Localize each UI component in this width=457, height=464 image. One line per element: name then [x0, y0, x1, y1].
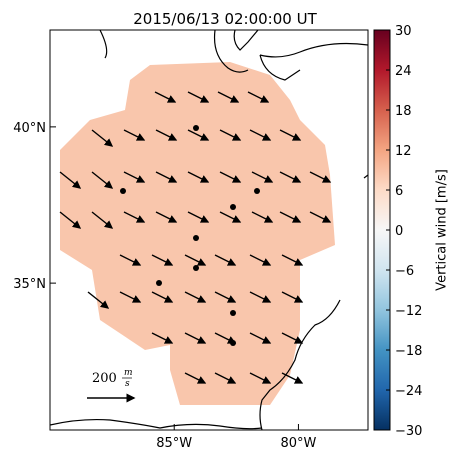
colorbar-tick-label: −24: [395, 384, 422, 399]
wind-arrow: [123, 171, 146, 183]
wind-arrow: [219, 211, 242, 223]
colorbar-tick-label: 30: [395, 24, 412, 39]
wind-arrow: [155, 129, 178, 141]
wind-arrow: [119, 291, 142, 303]
wind-arrow: [281, 291, 304, 303]
coastline: [50, 30, 368, 430]
wind-arrow: [251, 211, 274, 223]
wind-arrow: [249, 372, 272, 384]
wind-arrow: [249, 291, 272, 303]
wind-arrow: [59, 171, 82, 189]
wind-arrow: [123, 211, 146, 223]
wind-arrow: [214, 291, 237, 303]
wind-arrow: [91, 211, 114, 229]
wind-arrow: [249, 129, 272, 141]
wind-arrow: [151, 332, 174, 344]
wind-arrow: [217, 91, 240, 103]
colorbar-tick-label: −18: [395, 344, 422, 359]
scale-unit-num: m: [124, 368, 133, 378]
wind-arrow: [123, 129, 146, 141]
wind-arrow: [281, 332, 304, 344]
wind-arrow: [184, 254, 207, 266]
x-tick-label: 80°W: [280, 436, 316, 451]
wind-arrow: [279, 171, 302, 183]
x-tick-label: 85°W: [156, 436, 192, 451]
colorbar-tick-label: 12: [395, 144, 412, 159]
radar-site: [193, 265, 199, 271]
radar-site: [230, 204, 236, 210]
wind-arrow: [91, 129, 114, 147]
wind-arrow: [279, 211, 302, 223]
wind-arrow: [119, 254, 142, 266]
wind-arrow: [87, 291, 110, 309]
wind-arrow: [184, 332, 207, 344]
wind-arrow: [247, 91, 270, 103]
y-tick-label: 35°N: [13, 277, 46, 292]
radar-site: [120, 188, 126, 194]
wind-arrow: [187, 129, 210, 141]
scale-value: 200: [92, 371, 117, 386]
radar-site: [193, 125, 199, 131]
radar-site: [230, 310, 236, 316]
wind-arrow: [184, 372, 207, 384]
radar-site: [254, 188, 260, 194]
wind-arrow: [219, 171, 242, 183]
wind-arrow: [187, 211, 210, 223]
wind-arrow: [59, 211, 82, 229]
colorbar-label: Vertical wind [m/s]: [435, 169, 450, 291]
radar-site: [230, 340, 236, 346]
wind-arrow: [184, 291, 207, 303]
wind-arrow: [249, 254, 272, 266]
colorbar-tick-label: 24: [395, 64, 412, 79]
wind-arrow: [154, 91, 177, 103]
wind-arrow: [219, 129, 242, 141]
colorbar-tick-label: −6: [395, 264, 414, 279]
wind-arrow: [251, 171, 274, 183]
map-frame: [49, 29, 369, 431]
wind-arrow: [214, 254, 237, 266]
wind-arrow: [187, 91, 210, 103]
wind-arrow: [155, 171, 178, 183]
wind-arrow: [151, 291, 174, 303]
wind-arrow: [214, 372, 237, 384]
colorbar-tick-label: 6: [395, 184, 403, 199]
wind-arrow: [151, 254, 174, 266]
colorbar-tick-label: −30: [395, 424, 422, 439]
scale-unit-den: s: [125, 379, 130, 389]
map-title: 2015/06/13 02:00:00 UT: [133, 10, 317, 28]
radar-site: [156, 280, 162, 286]
coverage: [60, 62, 335, 405]
wind-arrow: [187, 171, 210, 183]
wind-arrow: [279, 129, 302, 141]
wind-arrow: [281, 372, 304, 384]
radar-sites: [120, 125, 260, 346]
wind-arrow: [309, 211, 332, 223]
wind-arrow: [249, 332, 272, 344]
colorbar-tick-label: −12: [395, 304, 422, 319]
colorbar-tick-label: 0: [395, 224, 403, 239]
radar-site: [193, 235, 199, 241]
colorbar-tick-label: 18: [395, 104, 412, 119]
wind-arrow: [155, 211, 178, 223]
map-area: [50, 30, 368, 430]
wind-vectors: [59, 91, 332, 384]
wind-arrow: [309, 171, 332, 183]
wind-arrow: [281, 254, 304, 266]
y-tick-label: 40°N: [13, 121, 46, 136]
wind-arrow: [91, 171, 114, 189]
